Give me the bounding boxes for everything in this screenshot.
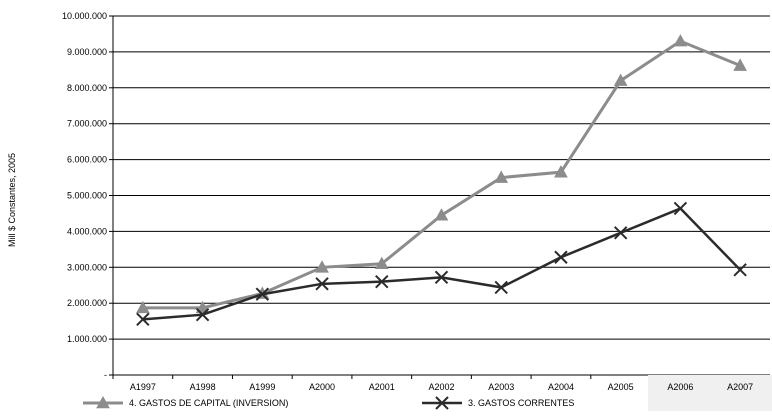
data-point-triangle — [136, 300, 150, 314]
data-point-triangle — [613, 73, 628, 86]
a2006-a2007-label-panel — [648, 375, 772, 411]
y-tick-label: 6.000.000 — [67, 155, 107, 165]
x-tick-label: A2002 — [428, 382, 454, 392]
x-tick-label: A2003 — [488, 382, 514, 392]
data-point-triangle — [434, 208, 449, 221]
data-point-triangle — [494, 170, 509, 183]
series-layer — [136, 34, 747, 327]
x-tick-label: A2001 — [369, 382, 395, 392]
data-point-x — [554, 250, 568, 264]
data-point-triangle — [673, 34, 688, 47]
x-tick-label: A2005 — [608, 382, 634, 392]
legend-label: 4. GASTOS DE CAPITAL (INVERSION) — [129, 398, 288, 408]
data-point-x — [315, 277, 329, 291]
data-point-x — [733, 263, 747, 277]
y-tick-label: - — [104, 370, 107, 380]
x-tick-labels: A1997 A1998 A1999 A2000 A2001 A2002 A2003 A2004… — [130, 382, 753, 392]
data-point-x — [375, 274, 389, 289]
legend-marker-triangle — [96, 395, 110, 409]
x-tick-label: A2004 — [548, 382, 574, 392]
y-tick-label: 7.000.000 — [67, 119, 107, 129]
data-point-triangle — [315, 260, 329, 273]
x-tick-label: A2007 — [727, 382, 753, 392]
y-tick-label: 1.000.000 — [67, 334, 107, 344]
y-tick-label: 5.000.000 — [67, 191, 107, 201]
y-tick-label: 4.000.000 — [67, 226, 107, 236]
x-tick-label: A2000 — [309, 382, 335, 392]
data-point-triangle — [374, 256, 389, 270]
data-point-x — [613, 226, 628, 240]
y-tick-label: 8.000.000 — [67, 83, 107, 93]
y-tick-label: 3.000.000 — [67, 262, 107, 272]
y-tick-label: 2.000.000 — [67, 298, 107, 308]
data-point-x — [255, 287, 270, 301]
legend-marker-x — [435, 396, 449, 410]
legend-label: 3. GASTOS CORRENTES — [468, 398, 574, 408]
data-point-triangle — [195, 300, 210, 314]
y-axis-label: Mill $ Constantes, 2005 — [7, 153, 17, 247]
data-point-x — [673, 201, 688, 216]
data-point-x — [434, 270, 449, 285]
axes: - 1.000.000 2.000.000 3.000.000 4.000.000 5.0… — [62, 11, 771, 380]
legend: 4. GASTOS DE CAPITAL (INVERSION) 3. GASTO… — [83, 395, 574, 410]
data-point-triangle — [733, 58, 747, 71]
x-tick-label: A1999 — [249, 382, 275, 392]
data-point-x — [195, 307, 210, 322]
x-tick-label: A1997 — [130, 382, 156, 392]
data-point-x — [136, 312, 150, 327]
series-2 — [136, 201, 747, 327]
x-tick-label: A1998 — [190, 382, 216, 392]
y-tick-label: 10.000.000 — [62, 11, 107, 21]
x-tick-label: A2006 — [667, 382, 693, 392]
data-point-x — [494, 280, 508, 295]
y-tick-label: 9.000.000 — [67, 47, 107, 57]
data-point-triangle — [554, 165, 568, 178]
